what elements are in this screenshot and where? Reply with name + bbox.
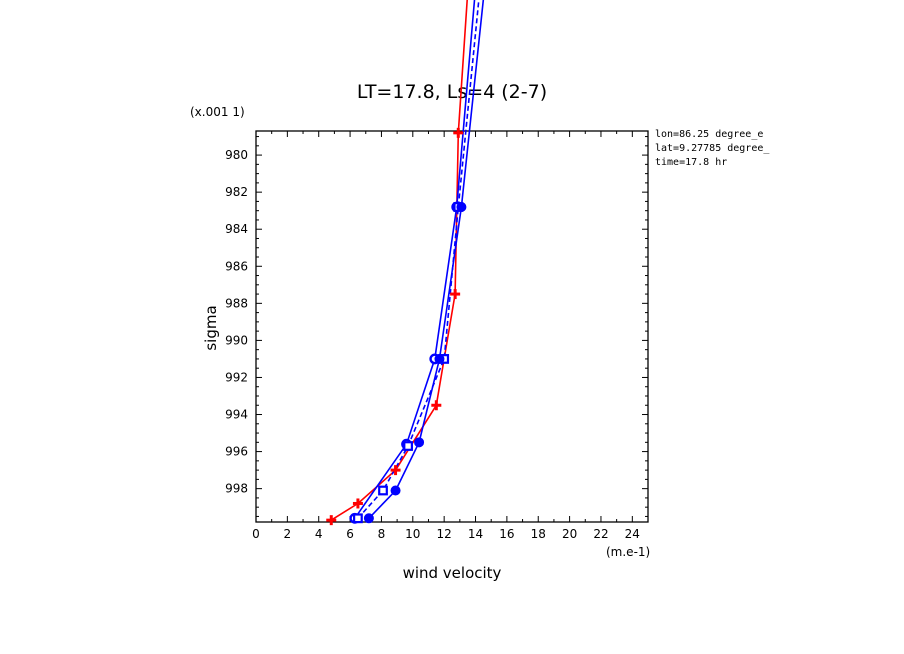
y-tick-label: 996 bbox=[225, 445, 248, 459]
x-tick-label: 18 bbox=[531, 527, 546, 541]
x-axis-label: wind velocity bbox=[403, 564, 502, 582]
info-lat: lat=9.27785 degree_ bbox=[655, 143, 770, 154]
marker-layer bbox=[326, 127, 467, 526]
data-point-series-1 bbox=[326, 515, 337, 526]
y-tick-label: 998 bbox=[225, 482, 248, 496]
data-point-series-1 bbox=[450, 289, 461, 300]
x-tick-label: 6 bbox=[346, 527, 354, 541]
data-point-series-1 bbox=[431, 400, 442, 411]
y-tick-label: 988 bbox=[225, 296, 248, 310]
y-tick-label: 980 bbox=[225, 148, 248, 162]
y-tick-label: 994 bbox=[225, 408, 248, 422]
x-tick-label: 12 bbox=[437, 527, 452, 541]
plot-frame bbox=[255, 130, 649, 523]
data-point-series-1 bbox=[453, 127, 464, 138]
data-point-series-4 bbox=[434, 353, 445, 364]
x-tick-label: 24 bbox=[625, 527, 640, 541]
chart-title: LT=17.8, Ls=4 (2-7) bbox=[357, 81, 547, 103]
x-tick-label: 4 bbox=[315, 527, 323, 541]
data-point-series-3 bbox=[403, 441, 413, 451]
x-tick-label: 20 bbox=[562, 527, 577, 541]
x-units-label: (m.e-1) bbox=[606, 545, 650, 559]
data-point-series-1 bbox=[390, 465, 401, 476]
x-tick-label: 14 bbox=[468, 527, 483, 541]
y-tick-label: 984 bbox=[225, 222, 248, 236]
data-point-series-1 bbox=[352, 498, 363, 509]
data-point-series-4 bbox=[456, 201, 467, 212]
x-tick-label: 0 bbox=[252, 527, 260, 541]
x-tick-label: 8 bbox=[378, 527, 386, 541]
y-axis-label: sigma bbox=[202, 305, 220, 350]
x-tick-label: 10 bbox=[405, 527, 420, 541]
series-line-4 bbox=[368, 0, 485, 519]
y-tick-label: 990 bbox=[225, 333, 248, 347]
axes-group: 0 2 4 6 8 10 12 14 16 18 20 22 249809829849869889909… bbox=[225, 130, 649, 541]
info-lon: lon=86.25 degree_e bbox=[655, 129, 763, 140]
data-point-series-4 bbox=[363, 513, 374, 524]
y-scale-note: (x.001 1) bbox=[190, 105, 245, 119]
x-tick-label: 16 bbox=[499, 527, 514, 541]
data-point-series-4 bbox=[414, 437, 425, 448]
data-point-series-3 bbox=[353, 513, 363, 524]
y-tick-label: 992 bbox=[225, 370, 248, 384]
data-point-series-3 bbox=[378, 485, 388, 496]
y-tick-label: 982 bbox=[225, 185, 248, 199]
y-tick-label: 986 bbox=[225, 259, 248, 273]
x-tick-label: 2 bbox=[284, 527, 292, 541]
info-time: time=17.8 hr bbox=[655, 157, 727, 168]
x-tick-label: 22 bbox=[593, 527, 608, 541]
data-point-series-4 bbox=[390, 485, 401, 496]
